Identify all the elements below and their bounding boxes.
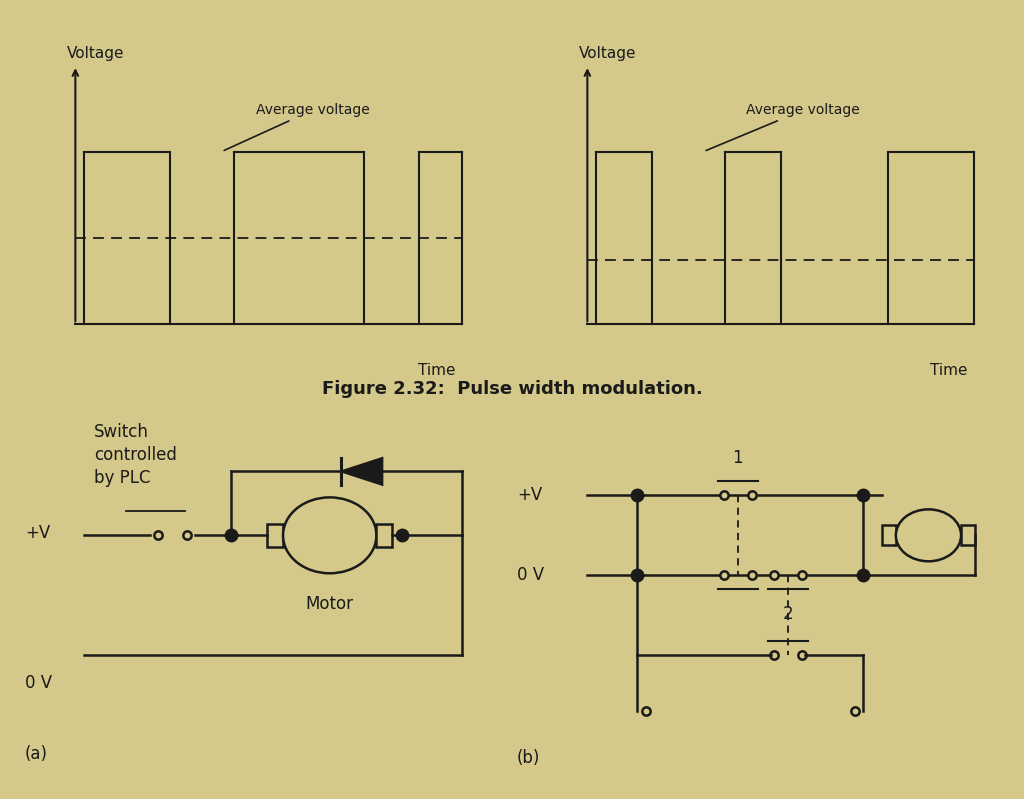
Text: (a): (a): [25, 745, 48, 763]
Text: (b): (b): [517, 749, 541, 767]
Bar: [377, 524, 392, 547]
Text: +V: +V: [25, 524, 50, 543]
Text: Average voltage: Average voltage: [224, 103, 370, 150]
Text: 1: 1: [732, 449, 743, 467]
Text: Time: Time: [930, 364, 968, 378]
Text: 2: 2: [782, 606, 794, 623]
Text: Voltage: Voltage: [579, 46, 636, 61]
Text: 0 V: 0 V: [517, 566, 544, 584]
Text: Figure 2.32:  Pulse width modulation.: Figure 2.32: Pulse width modulation.: [322, 380, 702, 398]
Text: Average voltage: Average voltage: [707, 103, 860, 150]
Bar: [882, 526, 896, 545]
Circle shape: [896, 510, 962, 562]
Bar: [962, 526, 975, 545]
Text: +V: +V: [517, 487, 543, 504]
Circle shape: [283, 497, 377, 574]
Bar: [267, 524, 283, 547]
Text: Switch
controlled
by PLC: Switch controlled by PLC: [94, 423, 177, 487]
Text: Motor: Motor: [306, 595, 353, 614]
Text: Voltage: Voltage: [67, 46, 124, 61]
Text: Time: Time: [418, 364, 456, 378]
Text: 0 V: 0 V: [25, 674, 52, 692]
Polygon shape: [341, 458, 382, 485]
